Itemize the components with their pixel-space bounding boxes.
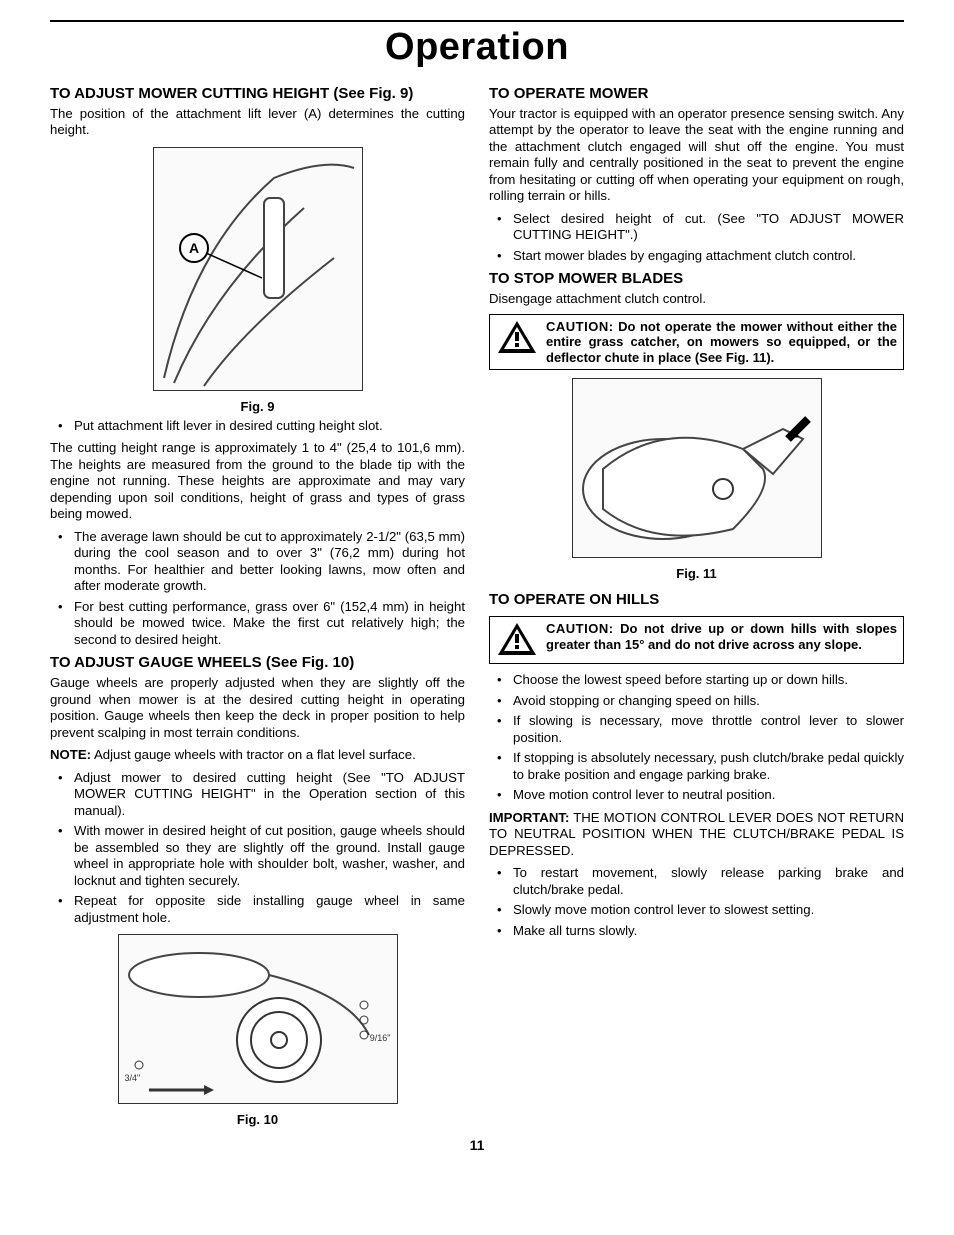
- bullet-list: Select desired height of cut. (See "TO A…: [489, 211, 904, 265]
- left-column: TO ADJUST MOWER CUTTING HEIGHT (See Fig.…: [50, 79, 465, 1131]
- list-item: Repeat for opposite side installing gaug…: [50, 893, 465, 926]
- figure-9-wrap: A Fig. 9: [50, 147, 465, 414]
- list-item: If stopping is absolutely necessary, pus…: [489, 750, 904, 783]
- figure-11-image: [572, 378, 822, 558]
- figure-10-caption: Fig. 10: [50, 1112, 465, 1127]
- page-number: 11: [50, 1137, 904, 1153]
- page-title: Operation: [50, 26, 904, 69]
- caution-text: CAUTION: Do not drive up or down hills w…: [546, 621, 897, 652]
- figure-9-caption: Fig. 9: [50, 399, 465, 414]
- list-item: For best cutting performance, grass over…: [50, 599, 465, 649]
- list-item: If slowing is necessary, move throttle c…: [489, 713, 904, 746]
- list-item: To restart movement, slowly release park…: [489, 865, 904, 898]
- paragraph: The position of the attachment lift leve…: [50, 106, 465, 139]
- caution-box-1: CAUTION: Do not operate the mower withou…: [489, 314, 904, 371]
- bullet-list: The average lawn should be cut to approx…: [50, 529, 465, 649]
- svg-text:A: A: [188, 240, 198, 256]
- important-label: IMPORTANT:: [489, 810, 569, 825]
- heading-operate-mower: TO OPERATE MOWER: [489, 85, 904, 104]
- right-column: TO OPERATE MOWER Your tractor is equippe…: [489, 79, 904, 1131]
- note-line: NOTE: Adjust gauge wheels with tractor o…: [50, 747, 465, 764]
- heading-adjust-gauge-wheels: TO ADJUST GAUGE WHEELS (See Fig. 10): [50, 654, 465, 673]
- list-item: Move motion control lever to neutral pos…: [489, 787, 904, 804]
- bullet-list: Choose the lowest speed before starting …: [489, 672, 904, 804]
- heading-adjust-cutting-height: TO ADJUST MOWER CUTTING HEIGHT (See Fig.…: [50, 85, 465, 104]
- figure-10-wrap: 9/16" 3/4" Fig. 10: [50, 934, 465, 1127]
- list-item: Put attachment lift lever in desired cut…: [50, 418, 465, 435]
- figure-10-annotation: 3/4": [125, 1073, 141, 1083]
- figure-11-wrap: Fig. 11: [489, 378, 904, 581]
- list-item: Choose the lowest speed before starting …: [489, 672, 904, 689]
- list-item: Avoid stopping or changing speed on hill…: [489, 693, 904, 710]
- caution-text: CAUTION: Do not operate the mower withou…: [546, 319, 897, 366]
- figure-11-caption: Fig. 11: [489, 566, 904, 581]
- caution-label: CAUTION:: [546, 319, 614, 334]
- figure-10-annotation: 9/16": [370, 1033, 391, 1043]
- note-text: Adjust gauge wheels with tractor on a fl…: [91, 747, 416, 762]
- heading-operate-on-hills: TO OPERATE ON HILLS: [489, 591, 904, 610]
- list-item: The average lawn should be cut to approx…: [50, 529, 465, 595]
- paragraph: Your tractor is equipped with an operato…: [489, 106, 904, 205]
- figure-10-image: 9/16" 3/4": [118, 934, 398, 1104]
- list-item: Slowly move motion control lever to slow…: [489, 902, 904, 919]
- list-item: With mower in desired height of cut posi…: [50, 823, 465, 889]
- heading-stop-mower-blades: TO STOP MOWER BLADES: [489, 270, 904, 289]
- list-item: Adjust mower to desired cutting height (…: [50, 770, 465, 820]
- paragraph: Disengage attachment clutch control.: [489, 291, 904, 308]
- bullet-list: To restart movement, slowly release park…: [489, 865, 904, 939]
- paragraph: Gauge wheels are properly adjusted when …: [50, 675, 465, 741]
- warning-icon: [496, 621, 538, 659]
- header-rule: [50, 20, 904, 22]
- list-item: Start mower blades by engaging attachmen…: [489, 248, 904, 265]
- list-item: Make all turns slowly.: [489, 923, 904, 940]
- caution-box-2: CAUTION: Do not drive up or down hills w…: [489, 616, 904, 664]
- figure-9-image: A: [153, 147, 363, 391]
- list-item: Select desired height of cut. (See "TO A…: [489, 211, 904, 244]
- content-columns: TO ADJUST MOWER CUTTING HEIGHT (See Fig.…: [50, 79, 904, 1131]
- bullet-list: Put attachment lift lever in desired cut…: [50, 418, 465, 435]
- paragraph: The cutting height range is approximatel…: [50, 440, 465, 523]
- caution-label: CAUTION:: [546, 621, 614, 636]
- note-label: NOTE:: [50, 747, 91, 762]
- bullet-list: Adjust mower to desired cutting height (…: [50, 770, 465, 927]
- warning-icon: [496, 319, 538, 357]
- important-line: IMPORTANT: THE MOTION CONTROL LEVER DOES…: [489, 810, 904, 860]
